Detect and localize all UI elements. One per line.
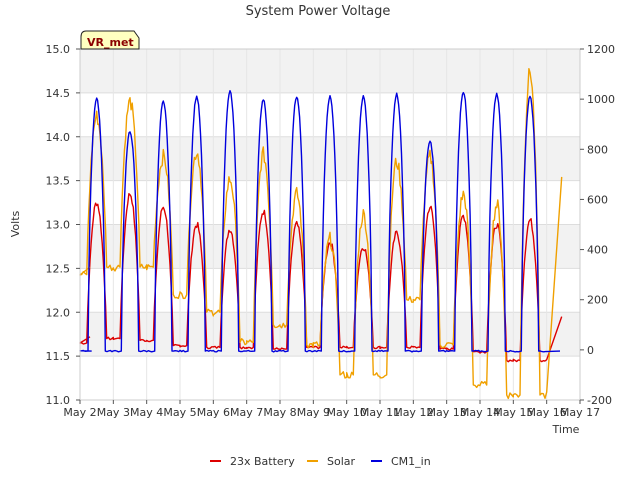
series-layer xyxy=(79,68,563,400)
y2-tick-label: 1000 xyxy=(587,93,615,106)
y2-tick-label: -200 xyxy=(587,394,612,407)
y-tick-label: 14.5 xyxy=(46,87,71,100)
y-tick-label: 14.0 xyxy=(46,131,71,144)
x-tick-label: May 6 xyxy=(197,406,230,419)
y-tick-label: 13.0 xyxy=(46,219,71,232)
plot-band xyxy=(80,136,580,181)
x-tick-label: May 10 xyxy=(327,406,367,419)
x-tick-label: May 13 xyxy=(427,406,467,419)
y-tick-label: 12.0 xyxy=(46,306,71,319)
y-tick-label: 13.5 xyxy=(46,175,71,188)
badge-label: VR_met xyxy=(87,36,134,49)
legend-label-cm1-in: CM1_in xyxy=(391,455,431,468)
x-tick-label: May 11 xyxy=(360,406,400,419)
chart-title: System Power Voltage xyxy=(246,4,391,19)
vr-met-badge: VR_met xyxy=(80,30,140,50)
plot-band xyxy=(80,312,580,357)
y-axis-title: Volts xyxy=(9,210,22,237)
x-tick-label: May 14 xyxy=(460,406,500,419)
x-tick-label: May 16 xyxy=(527,406,567,419)
x-tick-label: May 15 xyxy=(493,406,533,419)
series-line-cm1-in xyxy=(79,90,561,353)
x-tick-label: May 2 xyxy=(63,406,96,419)
y-tick-label: 11.5 xyxy=(46,350,71,363)
y2-tick-label: 800 xyxy=(587,143,608,156)
x-tick-label: May 3 xyxy=(97,406,130,419)
plot-band xyxy=(80,49,580,93)
x-tick-label: May 12 xyxy=(393,406,433,419)
x-tick-label: May 4 xyxy=(130,406,163,419)
y2-tick-label: 1200 xyxy=(587,43,615,56)
plot-band xyxy=(80,356,580,400)
x-axis: May 2 May 3 May 4 May 5 May 6 May 7 May 8 May 9… xyxy=(63,400,600,419)
y2-tick-label: 600 xyxy=(587,193,608,206)
y2-tick-label: 0 xyxy=(587,344,594,357)
x-tick-label: May 7 xyxy=(230,406,263,419)
x-tick-label: May 8 xyxy=(263,406,296,419)
x-tick-label: May 5 xyxy=(163,406,196,419)
plot-band xyxy=(80,268,580,313)
y2-tick-label: 200 xyxy=(587,294,608,307)
x-tick-label: May 17 xyxy=(560,406,600,419)
y-axis-right: -200 0 200 400 600 800 1000 1200 xyxy=(580,43,615,407)
y-axis-left: 11.0 11.5 12.0 12.5 13.0 13.5 14.0 14.5 15.0 xyxy=(46,43,80,407)
x-axis-title: Time xyxy=(552,423,580,436)
y-tick-label: 12.5 xyxy=(46,262,71,275)
plot-band xyxy=(80,180,580,225)
legend-label-solar: Solar xyxy=(327,455,356,468)
y-tick-label: 11.0 xyxy=(46,394,71,407)
badge-box xyxy=(80,30,140,50)
x-tick-label: May 9 xyxy=(297,406,330,419)
y2-tick-label: 400 xyxy=(587,244,608,257)
y-tick-label: 15.0 xyxy=(46,43,71,56)
legend: 23x Battery Solar CM1_in xyxy=(210,455,431,468)
legend-label-23x-battery: 23x Battery xyxy=(230,455,295,468)
plot-band xyxy=(80,92,580,137)
